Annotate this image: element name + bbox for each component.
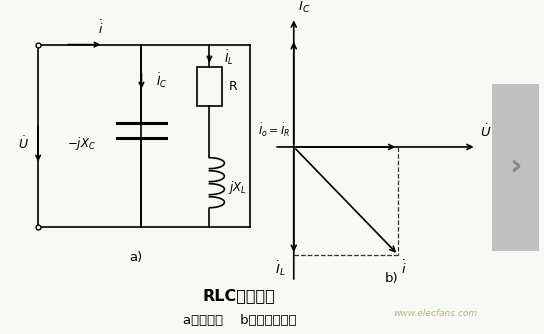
Text: a）电路图    b）谐振相量图: a）电路图 b）谐振相量图	[183, 314, 296, 327]
Text: $\dot{U}$: $\dot{U}$	[17, 135, 29, 152]
Text: $\dot{i}$: $\dot{i}$	[98, 20, 103, 37]
Text: $\dot{U}$: $\dot{U}$	[480, 124, 491, 141]
Text: a): a)	[129, 251, 143, 264]
Text: R: R	[228, 80, 237, 93]
Bar	[197, 67, 222, 106]
Text: RLC并联谐振: RLC并联谐振	[203, 288, 276, 303]
Text: $\dot{I}_L$: $\dot{I}_L$	[225, 48, 234, 67]
Text: $\dot{I}_o=\dot{I}_R$: $\dot{I}_o=\dot{I}_R$	[258, 122, 290, 139]
Text: $\dot{I}_C$: $\dot{I}_C$	[298, 0, 311, 15]
Text: b): b)	[385, 272, 399, 285]
Text: ›: ›	[509, 153, 522, 181]
Text: $\dot{I}_C$: $\dot{I}_C$	[157, 72, 168, 91]
Text: $-jX_C$: $-jX_C$	[67, 135, 96, 152]
Text: www.elecfans.com: www.elecfans.com	[393, 310, 477, 318]
Text: $\dot{I}_L$: $\dot{I}_L$	[275, 259, 286, 278]
Text: $jX_L$: $jX_L$	[228, 179, 247, 196]
Text: $\dot{i}$: $\dot{i}$	[401, 259, 407, 277]
